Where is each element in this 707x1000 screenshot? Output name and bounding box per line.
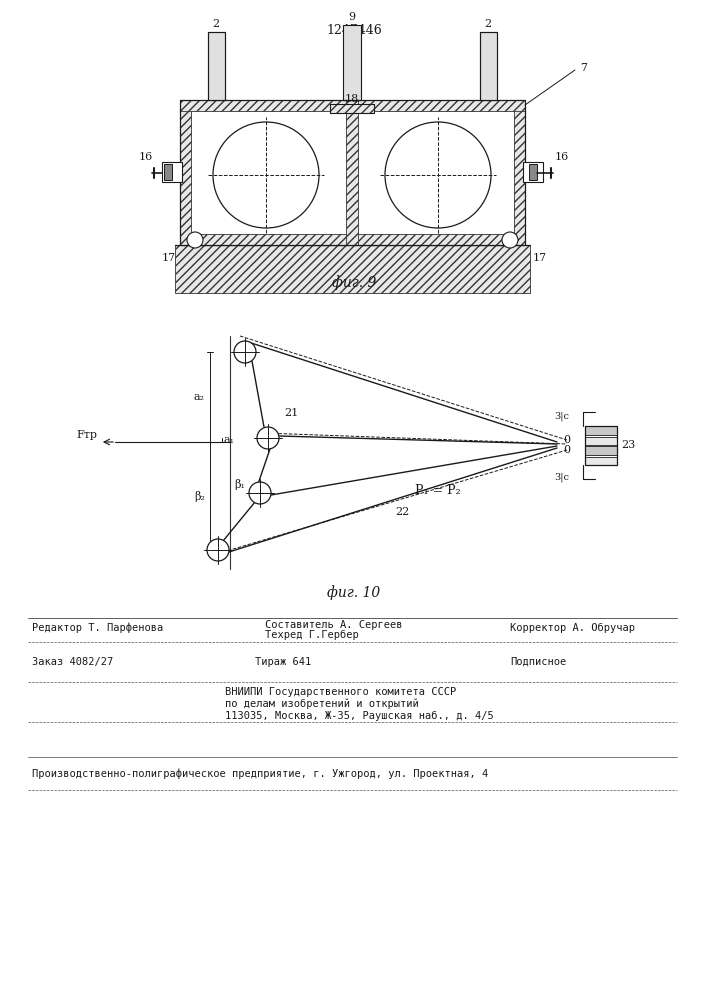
Text: 16: 16 <box>139 152 153 162</box>
Bar <box>480 32 497 100</box>
Text: 0: 0 <box>563 445 570 455</box>
Text: 18: 18 <box>345 94 359 104</box>
Text: a₂: a₂ <box>194 392 205 402</box>
Text: 21: 21 <box>284 408 298 418</box>
Text: β₁: β₁ <box>234 480 245 490</box>
Text: 17: 17 <box>533 253 547 263</box>
Text: Заказ 4082/27: Заказ 4082/27 <box>32 657 113 667</box>
Bar <box>180 100 525 245</box>
Bar <box>585 426 617 435</box>
Text: Техред Г.Гербер: Техред Г.Гербер <box>265 630 358 640</box>
Text: по делам изобретений и открытий: по делам изобретений и открытий <box>225 699 419 709</box>
Bar <box>529 164 537 180</box>
Text: 23: 23 <box>621 440 636 450</box>
Text: 3|с: 3|с <box>554 472 569 482</box>
Bar <box>208 32 225 100</box>
Bar <box>343 25 361 100</box>
Circle shape <box>257 427 279 449</box>
Bar <box>180 100 525 111</box>
Bar <box>164 164 172 180</box>
Text: фиг. 9: фиг. 9 <box>332 275 376 290</box>
Text: ВНИИПИ Государственного комитета СССР: ВНИИПИ Государственного комитета СССР <box>225 687 456 697</box>
Text: 1247446: 1247446 <box>326 24 382 37</box>
Bar <box>585 446 617 455</box>
Text: 2: 2 <box>212 19 220 29</box>
Circle shape <box>249 482 271 504</box>
Text: β₂: β₂ <box>194 490 205 502</box>
Text: 22: 22 <box>395 507 409 517</box>
Circle shape <box>187 232 203 248</box>
Text: 2: 2 <box>484 19 491 29</box>
Circle shape <box>234 341 256 363</box>
Bar <box>523 162 543 182</box>
Bar <box>180 234 525 245</box>
Circle shape <box>385 122 491 228</box>
Bar <box>330 104 374 113</box>
Bar <box>514 100 525 245</box>
Text: Подписное: Подписное <box>510 657 566 667</box>
Text: Тираж 641: Тираж 641 <box>255 657 311 667</box>
Text: 113035, Москва, Ж-35, Раушская наб., д. 4/5: 113035, Москва, Ж-35, Раушская наб., д. … <box>225 711 493 721</box>
Text: a₁: a₁ <box>224 435 235 445</box>
Text: P₁ = P₂: P₁ = P₂ <box>415 484 461 496</box>
Circle shape <box>502 232 518 248</box>
Text: 15: 15 <box>281 150 296 160</box>
Bar <box>208 32 225 100</box>
Text: фиг. 10: фиг. 10 <box>327 585 380 600</box>
Text: Составитель А. Сергеев: Составитель А. Сергеев <box>265 620 402 630</box>
Text: 7: 7 <box>580 63 587 73</box>
Text: Производственно-полиграфическое предприятие, г. Ужгород, ул. Проектная, 4: Производственно-полиграфическое предприя… <box>32 768 489 779</box>
Text: Fтр: Fтр <box>76 430 97 440</box>
Bar <box>180 100 191 245</box>
Circle shape <box>207 539 229 561</box>
Text: Редактор Т. Парфенова: Редактор Т. Парфенова <box>32 623 163 633</box>
Bar <box>585 426 617 465</box>
Text: 9: 9 <box>349 12 356 22</box>
Text: 16: 16 <box>555 152 569 162</box>
Bar <box>480 32 497 100</box>
Bar <box>346 100 358 245</box>
Bar <box>330 104 374 113</box>
Text: 17: 17 <box>162 253 176 263</box>
Text: Корректор А. Обручар: Корректор А. Обручар <box>510 623 635 633</box>
Text: 0: 0 <box>563 435 570 445</box>
Bar <box>585 437 617 445</box>
Bar <box>162 162 182 182</box>
Circle shape <box>213 122 319 228</box>
Text: 15: 15 <box>453 150 467 160</box>
Bar <box>175 245 530 293</box>
Bar <box>585 457 617 465</box>
Text: 3|с: 3|с <box>554 411 569 421</box>
